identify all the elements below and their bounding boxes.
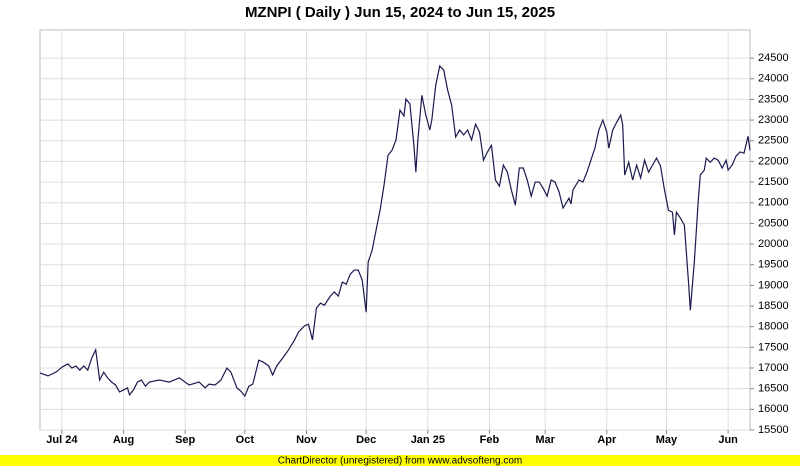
x-tick-label: Sep (175, 434, 195, 446)
x-tick-label: Dec (356, 434, 376, 446)
y-tick-label: 17500 (758, 341, 789, 353)
y-tick-label: 17000 (758, 362, 789, 374)
x-tick-label: Aug (113, 434, 134, 446)
y-tick-label: 23500 (758, 93, 789, 105)
y-tick-label: 23000 (758, 114, 789, 126)
y-tick-label: 24500 (758, 52, 789, 64)
price-line (39, 64, 751, 398)
y-tick-label: 20500 (758, 217, 789, 229)
y-tick-label: 20000 (758, 238, 789, 250)
y-tick-label: 24000 (758, 73, 789, 85)
footer: ChartDirector (unregistered) from www.ad… (278, 456, 523, 466)
y-tick-label: 16000 (758, 403, 789, 415)
y-tick-label: 22000 (758, 155, 789, 167)
x-tick-label: Nov (296, 434, 318, 446)
y-tick-label: 22500 (758, 135, 789, 147)
x-tick-label: Oct (236, 434, 255, 446)
y-tick-label: 21000 (758, 197, 789, 209)
footer-bar (0, 455, 800, 466)
x-tick-label: Feb (480, 434, 500, 446)
x-tick-label: Jun (718, 434, 738, 446)
chart-title: MZNPI ( Daily ) Jun 15, 2024 to Jun 15, … (245, 4, 555, 21)
y-tick-label: 16500 (758, 383, 789, 395)
y-tick-label: 18500 (758, 300, 789, 312)
plot-area (39, 29, 751, 431)
y-tick-label: 15500 (758, 424, 789, 436)
y-tick-label: 19500 (758, 259, 789, 271)
x-tick-label: Jan 25 (411, 434, 445, 446)
x-tick-label: Jul 24 (46, 434, 78, 446)
x-tick-label: Apr (597, 434, 617, 446)
x-tick-label: May (656, 434, 678, 446)
y-tick-label: 21500 (758, 176, 789, 188)
y-tick-label: 18000 (758, 321, 789, 333)
x-tick-label: Mar (535, 434, 555, 446)
y-tick-label: 19000 (758, 279, 789, 291)
